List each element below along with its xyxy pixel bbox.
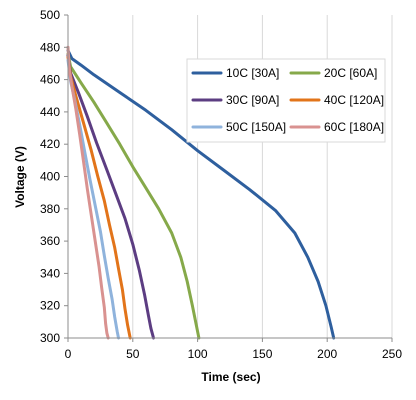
x-tick-label: 150 xyxy=(252,347,272,361)
x-tick-label: 250 xyxy=(382,347,402,361)
y-tick-label: 480 xyxy=(40,40,60,54)
y-tick-label: 460 xyxy=(40,73,60,87)
x-tick-label: 0 xyxy=(65,347,72,361)
legend-label: 40C [120A] xyxy=(324,93,384,107)
legend-label: 30C [90A] xyxy=(226,93,279,107)
x-tick-label: 50 xyxy=(126,347,140,361)
legend: 10C [30A] 20C [60A] 30C [90A] 40C [120A] 50C… xyxy=(186,58,386,143)
axes xyxy=(64,14,393,342)
series-line-6 xyxy=(66,45,110,340)
series-line-3 xyxy=(66,53,155,340)
series-line-1 xyxy=(66,49,336,340)
y-tick-label: 300 xyxy=(40,331,60,345)
y-tick-label: 420 xyxy=(40,137,60,151)
y-tick-label: 400 xyxy=(40,170,60,184)
legend-label: 60C [180A] xyxy=(324,120,384,134)
y-tick-label: 440 xyxy=(40,105,60,119)
tick-labels: 300 320 340 360 380 400 420 440 460 480 500 0 50 100 1… xyxy=(40,8,402,361)
x-axis-title: Time (sec) xyxy=(201,370,260,384)
series-line-4 xyxy=(66,55,132,340)
y-tick-label: 500 xyxy=(40,8,60,22)
legend-label: 20C [60A] xyxy=(324,66,377,80)
legend-label: 50C [150A] xyxy=(226,120,286,134)
y-tick-label: 320 xyxy=(40,299,60,313)
y-tick-label: 380 xyxy=(40,202,60,216)
y-tick-label: 340 xyxy=(40,266,60,280)
series-line-2 xyxy=(66,52,201,340)
legend-label: 10C [30A] xyxy=(226,66,279,80)
y-tick-label: 360 xyxy=(40,234,60,248)
x-tick-label: 200 xyxy=(317,347,337,361)
series-lines xyxy=(66,45,336,340)
y-axis-title: Voltage (V) xyxy=(13,146,27,208)
x-tick-label: 100 xyxy=(188,347,208,361)
